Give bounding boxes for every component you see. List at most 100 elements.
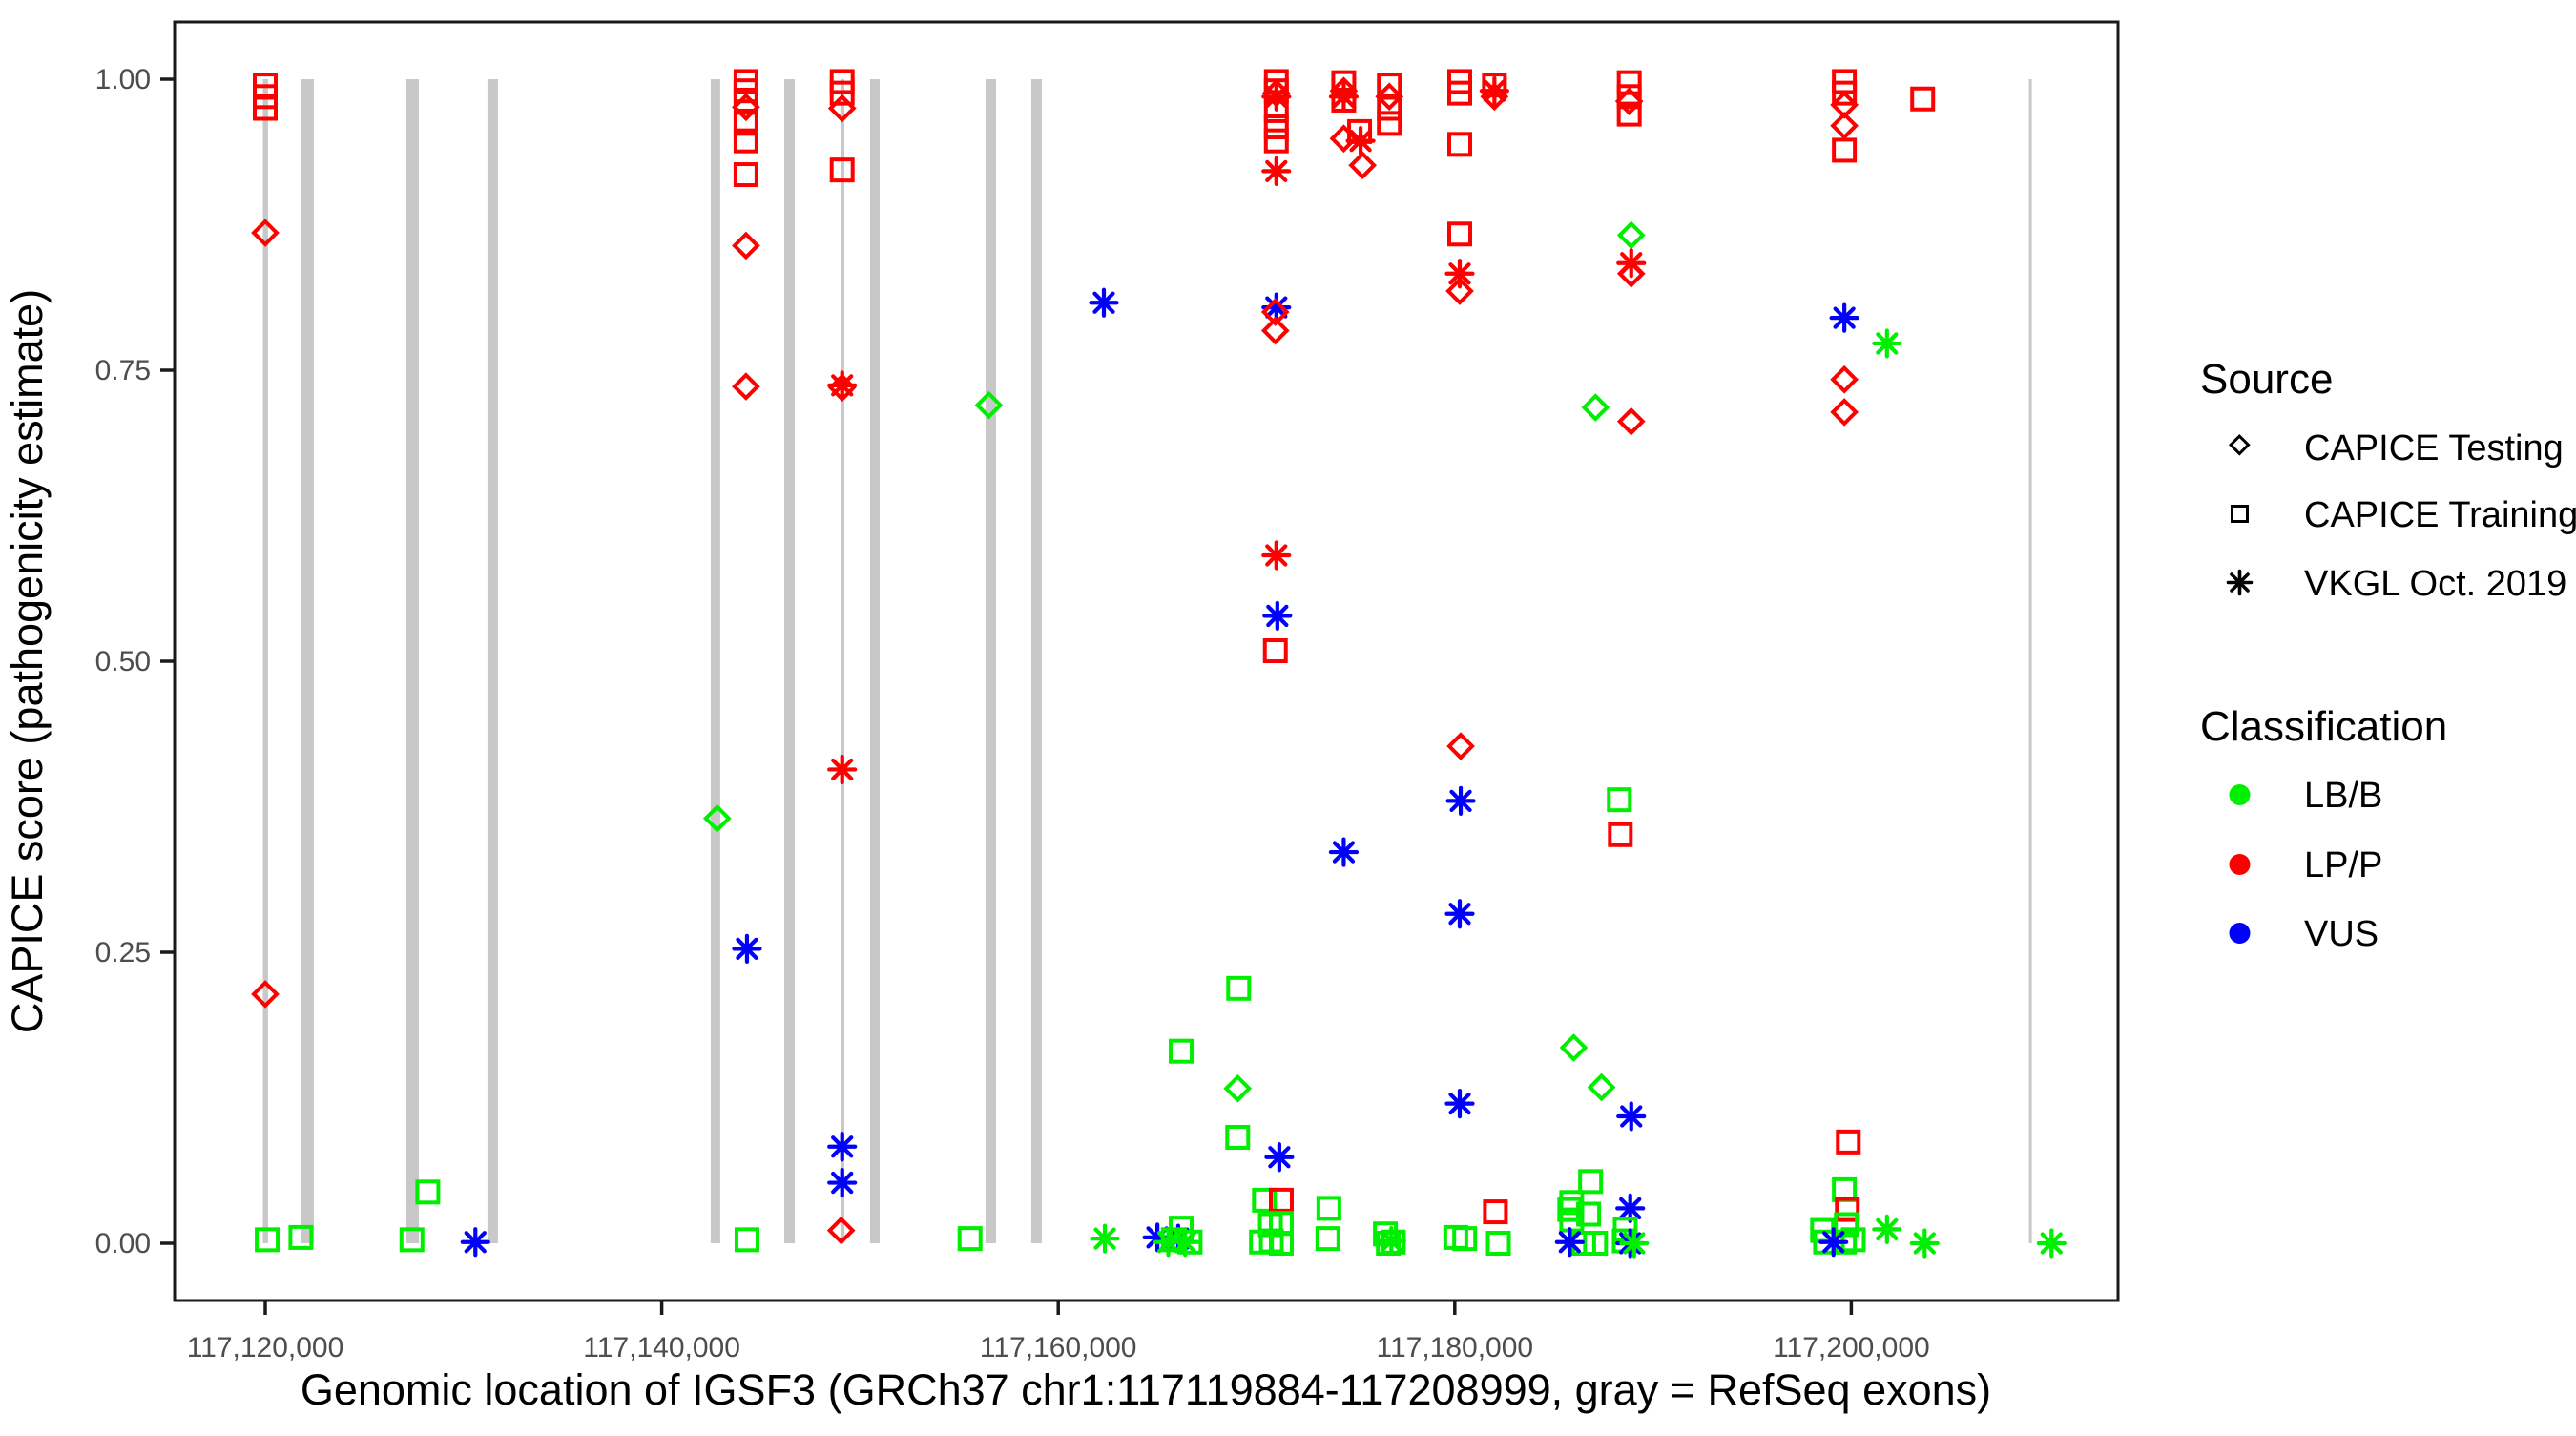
asterisk-arm: [1620, 1105, 1643, 1128]
asterisk-arm: [736, 937, 758, 960]
data-point-square: [255, 1227, 280, 1253]
refseq-exon-bar: [2028, 79, 2032, 1243]
data-point-asterisk: [1376, 1225, 1406, 1257]
data-point-asterisk: [1554, 1227, 1585, 1258]
data-point-square: [1377, 95, 1402, 121]
asterisk-arm: [831, 1135, 854, 1158]
data-point-square: [733, 87, 758, 113]
data-point-asterisk: [1444, 899, 1475, 929]
data-point-square: [1263, 114, 1289, 140]
data-point-asterisk: [1345, 126, 1376, 156]
y-tick-label: 1.00: [95, 64, 151, 95]
data-point-square: [1225, 1124, 1251, 1150]
legend-item-label: LB/B: [2304, 776, 2382, 816]
refseq-exon-bar: [1030, 79, 1042, 1243]
data-point-square: [415, 1179, 441, 1205]
y-tick-label: 0.25: [95, 937, 151, 968]
asterisk-arm: [1268, 1146, 1291, 1169]
asterisk-arm: [1619, 1197, 1642, 1220]
x-tick-label: 117,140,000: [583, 1332, 740, 1363]
data-point-square: [1377, 111, 1402, 136]
data-point-square: [1832, 137, 1858, 163]
data-points: [251, 69, 2067, 1259]
plot-panel-border: [173, 20, 2120, 1302]
legend-classification-title: Classification: [2200, 703, 2447, 750]
data-point-diamond: [1616, 220, 1646, 250]
data-point-asterisk: [827, 1167, 858, 1198]
data-point-square: [1834, 1212, 1859, 1238]
data-point-asterisk: [1444, 1088, 1475, 1119]
refseq-exon-bar: [841, 79, 844, 1243]
data-point-asterisk: [1262, 600, 1293, 632]
data-point-diamond: [1446, 732, 1475, 760]
data-point-square: [1840, 1227, 1866, 1253]
data-point-diamond: [1830, 398, 1859, 427]
data-point-asterisk: [1616, 1101, 1647, 1132]
refseq-exon-bar: [301, 79, 314, 1243]
x-tick-label: 117,200,000: [1773, 1332, 1930, 1363]
data-point-square: [733, 162, 758, 188]
legend-item-label: LP/P: [2304, 845, 2382, 885]
legend-item-label: CAPICE Testing: [2304, 428, 2564, 468]
data-point-square: [1226, 975, 1252, 1001]
refseq-exon-bar: [262, 79, 268, 1243]
data-point-square: [1832, 80, 1858, 106]
exon-bars: [262, 79, 2032, 1243]
asterisk-arm: [1332, 841, 1356, 864]
data-point-diamond: [702, 803, 732, 833]
data-point-asterisk: [1479, 75, 1509, 106]
data-point-square: [829, 80, 855, 106]
data-point-square: [957, 1226, 983, 1252]
data-point-square: [1836, 1129, 1861, 1155]
legend-source-title: Source: [2200, 356, 2333, 403]
data-point-square: [1447, 132, 1473, 157]
data-point-diamond: [1348, 151, 1378, 180]
data-point-square: [1316, 1196, 1341, 1221]
data-point-square: [1832, 1176, 1858, 1202]
data-point-asterisk: [1829, 302, 1859, 333]
asterisk-arm: [1092, 291, 1115, 314]
asterisk-arm: [1265, 85, 1288, 108]
data-point-asterisk: [1445, 785, 1476, 817]
asterisk-arm: [1380, 1229, 1402, 1253]
data-point-diamond: [1614, 87, 1644, 116]
data-point-square: [1576, 1201, 1602, 1227]
y-tick-label: 0.00: [95, 1228, 151, 1259]
data-point-diamond: [1616, 259, 1646, 288]
y-tick-label: 0.75: [95, 355, 151, 386]
asterisk-arm: [831, 1171, 854, 1195]
data-point-asterisk: [732, 933, 762, 964]
data-point-square: [1452, 1226, 1478, 1252]
asterisk-arm: [1558, 1231, 1581, 1254]
data-point-square: [1835, 1197, 1860, 1222]
data-point-square: [829, 157, 855, 183]
data-point-diamond: [827, 373, 857, 403]
x-axis-title: Genomic location of IGSF3 (GRCh37 chr1:1…: [301, 1365, 1991, 1414]
legend-square-icon: [2231, 505, 2249, 523]
asterisk-arm: [1093, 1227, 1116, 1250]
y-tick-label: 0.50: [95, 646, 151, 677]
asterisk-arm: [1913, 1232, 1936, 1255]
data-point-square: [734, 1227, 759, 1253]
refseq-exon-bar: [405, 79, 420, 1243]
data-point-square: [1578, 1169, 1604, 1195]
data-point-diamond: [251, 219, 280, 247]
data-point-square: [1616, 84, 1642, 110]
asterisk-arm: [2040, 1232, 2063, 1255]
legend: Source CAPICE Testing CAPICE Training VK…: [2200, 356, 2576, 954]
data-point-square: [1483, 1199, 1508, 1225]
data-point-square: [1268, 1231, 1294, 1256]
data-point-diamond: [1581, 393, 1610, 422]
data-point-diamond: [1260, 298, 1290, 326]
data-point-square: [1485, 1231, 1511, 1256]
asterisk-arm: [1822, 1231, 1845, 1254]
data-point-diamond: [732, 231, 760, 260]
data-point-square: [1263, 97, 1289, 123]
data-point-asterisk: [1261, 81, 1292, 112]
legend-lpp-dot-icon: [2229, 854, 2251, 875]
data-point-asterisk: [1444, 259, 1475, 289]
legend-item-label: CAPICE Training: [2304, 495, 2576, 535]
data-point-asterisk: [827, 1132, 858, 1162]
data-point-square: [1268, 1187, 1294, 1213]
data-point-square: [1616, 70, 1642, 95]
